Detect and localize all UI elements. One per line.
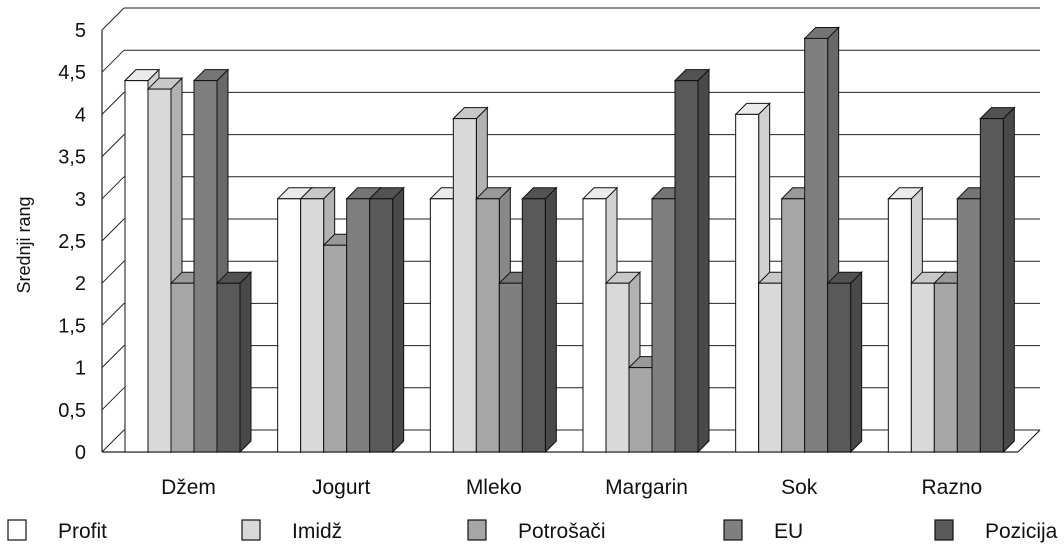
bar-front <box>887 198 912 453</box>
y-tick-label: 3,5 <box>58 147 86 169</box>
bar-side <box>1002 106 1015 454</box>
bar-front <box>605 282 630 453</box>
floor-edge <box>1017 429 1041 453</box>
y-tick-label: 4 <box>75 104 86 126</box>
bar-front <box>277 198 302 453</box>
bar-front <box>323 244 348 453</box>
gridlines <box>101 7 1040 453</box>
bar-front <box>452 118 477 453</box>
y-axis-title: Srednji rang <box>14 196 34 293</box>
legend-swatch <box>467 519 487 541</box>
side-grid-line <box>101 260 125 284</box>
bar-side <box>544 186 557 454</box>
y-tick-label: 2,5 <box>58 231 86 253</box>
y-tick-label: 5 <box>75 20 86 42</box>
legend-item: Imidž <box>241 519 342 543</box>
y-tick-label: 0 <box>75 442 86 464</box>
bar <box>215 270 253 454</box>
bar <box>826 270 863 454</box>
bar-front <box>933 282 958 453</box>
bar <box>521 186 558 454</box>
y-tick-label: 0,5 <box>58 400 86 422</box>
x-tick-label: Mleko <box>466 476 522 499</box>
side-grid-line <box>101 7 125 31</box>
legend-item: Profit <box>7 519 107 543</box>
y-tick-label: 1 <box>75 358 86 380</box>
bar-front <box>147 88 172 453</box>
side-grid-line <box>101 429 125 453</box>
legend-label: Profit <box>58 520 107 543</box>
bar-front <box>910 282 935 453</box>
bar-front <box>521 198 546 453</box>
legend-item: Potrošači <box>467 519 606 543</box>
bar-front <box>827 282 852 453</box>
bar-front <box>956 198 981 453</box>
bar-front <box>429 198 454 453</box>
side-grid-line <box>101 345 125 368</box>
bar-front <box>346 198 371 453</box>
bar <box>368 186 405 454</box>
bar-side <box>239 270 252 454</box>
bar-side <box>392 186 405 454</box>
side-grid-line <box>101 134 125 157</box>
x-tick-label: Margarin <box>605 476 688 499</box>
legend-label: EU <box>774 520 803 543</box>
legend-label: Pozicija <box>985 520 1058 543</box>
bar-front <box>758 282 783 453</box>
axes <box>101 30 1041 453</box>
legend-label: Imidž <box>292 520 342 543</box>
y-tick-label: 3 <box>75 189 86 211</box>
bar-front <box>674 80 699 453</box>
bar-front <box>369 198 394 453</box>
legend-swatch <box>241 519 261 541</box>
legend-label: Potrošači <box>518 520 606 543</box>
bar-front <box>170 282 195 453</box>
bar-side <box>850 270 863 454</box>
bar-front <box>651 198 676 453</box>
side-grid-line <box>101 176 125 200</box>
x-tick-label: Džem <box>161 476 216 499</box>
x-tick-label: Jogurt <box>312 476 371 499</box>
bar-front <box>193 80 218 453</box>
legend-item: EU <box>723 519 803 543</box>
y-tick-label: 1,5 <box>58 315 86 337</box>
y-tick-label: 4,5 <box>58 62 86 84</box>
bars <box>123 26 1016 454</box>
side-grid-line <box>101 387 125 411</box>
legend: Profit Imidž Potrošači EU Pozicija <box>7 519 1058 543</box>
bar-front <box>475 198 500 453</box>
side-grid-line <box>101 49 125 73</box>
bar-front <box>804 37 829 453</box>
bar-front <box>216 282 241 453</box>
legend-item: Pozicija <box>934 519 1058 543</box>
bar <box>673 68 711 454</box>
x-tick-label: Sok <box>781 476 818 499</box>
tick-labels: 0 0,5 1 1,5 2 2,5 3 3,5 4 4,5 5 Džem Jogurt Mleko Marg… <box>58 20 982 499</box>
bar-front <box>124 80 149 453</box>
y-tick-label: 2 <box>75 273 86 295</box>
bar-front <box>498 282 523 453</box>
legend-swatch <box>7 519 27 541</box>
bar-front <box>781 198 806 453</box>
bar-front <box>582 198 607 453</box>
bar <box>979 106 1016 454</box>
x-tick-label: Razno <box>921 476 982 499</box>
side-grid-line <box>101 218 125 242</box>
legend-swatch <box>934 519 954 541</box>
bar-side <box>697 68 710 454</box>
side-grid-line <box>101 92 125 115</box>
bar-front <box>979 118 1004 453</box>
bar-front <box>300 198 325 453</box>
legend-swatch <box>723 519 743 541</box>
side-grid-line <box>101 303 125 326</box>
bar-front <box>628 367 653 453</box>
bar-front <box>735 113 760 453</box>
